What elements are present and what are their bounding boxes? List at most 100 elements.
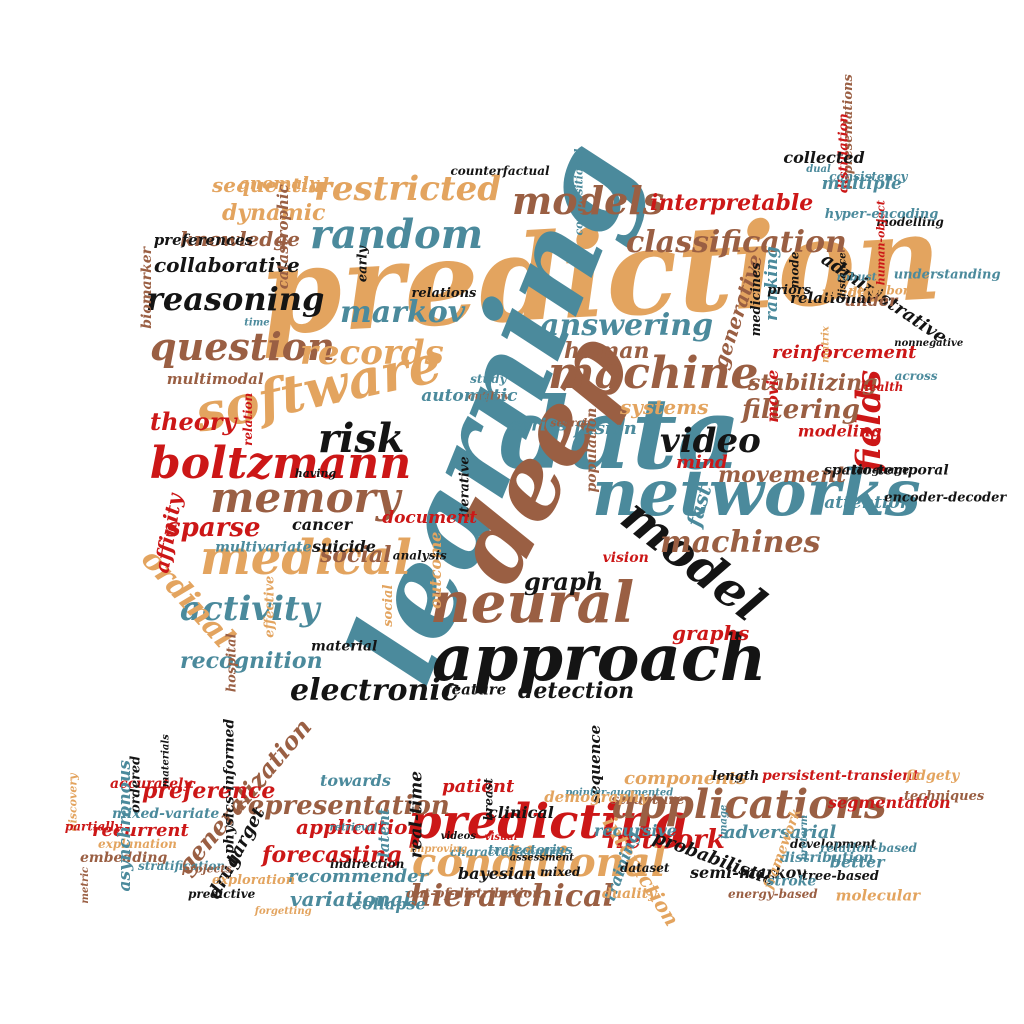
word: recognition [180, 648, 323, 674]
word: materials [160, 734, 171, 787]
word: development [790, 837, 877, 851]
word: neural [430, 570, 634, 636]
word: videos [441, 831, 477, 842]
word: asynchronous [115, 760, 135, 892]
word: recursive [594, 821, 677, 840]
word: ranking [762, 246, 782, 321]
word: improving [410, 844, 467, 855]
word: memory [210, 473, 403, 522]
word: distribution [780, 850, 873, 866]
word: biomarker [139, 245, 155, 328]
word: graph [524, 567, 603, 596]
word: random [310, 211, 483, 258]
word: networks [592, 456, 921, 531]
word: distance [837, 252, 848, 299]
word: applications [612, 781, 886, 828]
word: recurrent [92, 820, 189, 841]
word: under [844, 291, 899, 310]
word: assessment [510, 852, 575, 863]
word: out-of-distribution [406, 887, 541, 902]
word: reinforcement [772, 342, 917, 363]
word: persistent-transient [762, 768, 919, 784]
word: population [584, 408, 600, 493]
word: video [660, 421, 761, 461]
word: molecular [836, 887, 922, 905]
word: towards [320, 771, 391, 790]
word: accurately [110, 776, 192, 792]
word: visual [485, 832, 518, 843]
word: stabilizing [747, 370, 878, 396]
word: electronic [290, 673, 459, 708]
word: approach [432, 621, 766, 696]
word: medicines [749, 262, 764, 337]
word: character-centric [450, 845, 568, 859]
word: semi-markov [689, 863, 806, 882]
word: having [295, 467, 337, 480]
word: dataset [620, 861, 670, 875]
word: latent [375, 808, 393, 858]
word: pointer-augmented [565, 788, 673, 799]
word: forgetting [254, 906, 312, 917]
word: analysis [393, 549, 447, 563]
word: search [550, 417, 591, 430]
word: ordered [129, 756, 144, 813]
word: movement [718, 462, 846, 488]
word: representation [234, 791, 450, 821]
word: sequential [211, 173, 330, 197]
word: forecasting [260, 842, 402, 868]
word: suicide [311, 537, 376, 556]
minor-words-group: matrix improving study representations struc… [65, 74, 1008, 917]
word: data [500, 377, 741, 492]
word: human [564, 338, 650, 364]
word: vision [603, 550, 649, 566]
word: question [150, 324, 335, 369]
word: filtering [740, 395, 860, 425]
word: restricted [314, 169, 501, 209]
word: nonnegative [894, 338, 963, 349]
word: knowledge [180, 227, 300, 251]
word: hyper-encoding [825, 207, 939, 222]
word: language [852, 463, 909, 476]
word: counterfactual [451, 164, 551, 178]
word: systems [619, 395, 709, 419]
word: risk [318, 415, 405, 462]
word: distillation [836, 113, 851, 193]
word: indirection [330, 857, 404, 871]
word: stroke [767, 874, 817, 890]
word: techniques [904, 789, 985, 804]
word: demography [544, 788, 649, 806]
word: machine [548, 348, 759, 399]
word: hierarchical [410, 879, 614, 914]
word: human-object [874, 200, 887, 285]
word: robust [837, 270, 877, 283]
word: clinical [488, 803, 554, 822]
word: dual [806, 164, 831, 175]
word: tree-based [802, 869, 879, 884]
word: breast [481, 778, 495, 821]
word: outcome [426, 532, 445, 609]
word: hospital [224, 633, 239, 692]
word: spatio-temporal [824, 462, 949, 478]
word: embedding [80, 850, 167, 866]
word: priors [767, 283, 811, 298]
word: mind [676, 452, 728, 473]
word: outflow [468, 391, 510, 402]
word: effective [263, 576, 278, 638]
word: catastrophic [274, 184, 292, 289]
word: conditional [412, 839, 666, 886]
word: representations [841, 74, 856, 190]
word: discovery [66, 772, 79, 831]
word: trajectories [488, 843, 573, 858]
word: preterm [799, 815, 810, 860]
word: neighbor [848, 284, 910, 298]
word: fusion [572, 418, 637, 439]
word: modelling [876, 215, 944, 229]
word: metric [80, 867, 91, 904]
word: bayesian [458, 864, 536, 883]
word: exploration [212, 873, 295, 888]
word: mode [788, 251, 802, 288]
word: application [296, 815, 422, 839]
word: records [300, 333, 444, 373]
word: mixed-variate [112, 806, 219, 822]
word: automatic [421, 386, 518, 406]
